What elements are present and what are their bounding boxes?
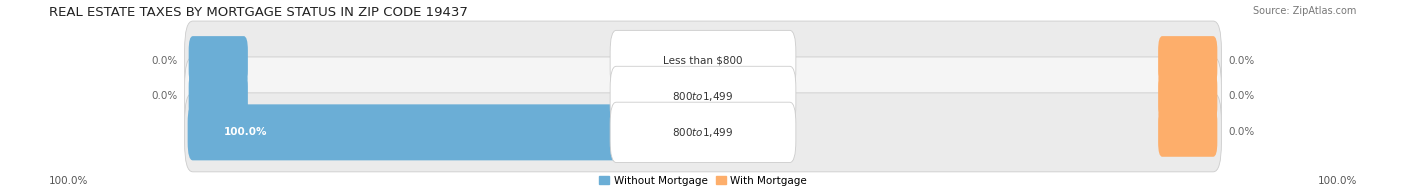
FancyBboxPatch shape <box>610 30 796 91</box>
Text: 0.0%: 0.0% <box>1229 91 1254 101</box>
Text: REAL ESTATE TAXES BY MORTGAGE STATUS IN ZIP CODE 19437: REAL ESTATE TAXES BY MORTGAGE STATUS IN … <box>49 6 468 19</box>
FancyBboxPatch shape <box>610 102 796 162</box>
FancyBboxPatch shape <box>188 36 247 85</box>
FancyBboxPatch shape <box>184 57 1222 136</box>
Text: 100.0%: 100.0% <box>49 176 89 186</box>
Legend: Without Mortgage, With Mortgage: Without Mortgage, With Mortgage <box>595 171 811 190</box>
Text: 100.0%: 100.0% <box>224 127 267 137</box>
FancyBboxPatch shape <box>184 93 1222 172</box>
FancyBboxPatch shape <box>187 104 709 160</box>
Text: 0.0%: 0.0% <box>1229 127 1254 137</box>
FancyBboxPatch shape <box>188 72 247 121</box>
Text: 100.0%: 100.0% <box>1317 176 1357 186</box>
FancyBboxPatch shape <box>610 66 796 127</box>
FancyBboxPatch shape <box>1159 36 1218 85</box>
Text: 0.0%: 0.0% <box>152 56 177 66</box>
FancyBboxPatch shape <box>1159 72 1218 121</box>
Text: Source: ZipAtlas.com: Source: ZipAtlas.com <box>1253 6 1357 16</box>
Text: Less than $800: Less than $800 <box>664 56 742 66</box>
Text: 0.0%: 0.0% <box>152 91 177 101</box>
Text: $800 to $1,499: $800 to $1,499 <box>672 90 734 103</box>
FancyBboxPatch shape <box>1159 108 1218 157</box>
Text: $800 to $1,499: $800 to $1,499 <box>672 126 734 139</box>
Text: 0.0%: 0.0% <box>1229 56 1254 66</box>
FancyBboxPatch shape <box>184 21 1222 100</box>
